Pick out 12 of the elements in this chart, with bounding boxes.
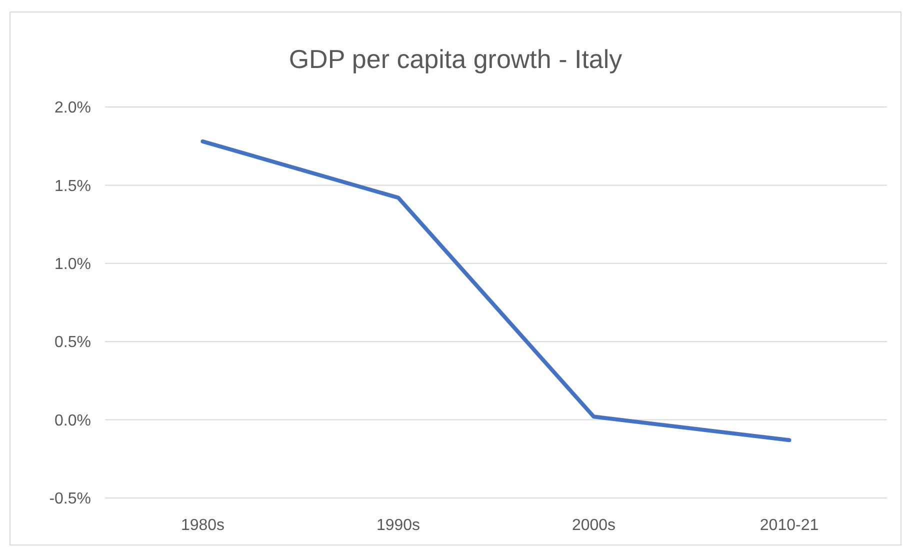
chart-title: GDP per capita growth - Italy xyxy=(288,44,622,74)
y-tick-label: 1.0% xyxy=(54,256,91,273)
line-series xyxy=(200,139,792,442)
x-tick-label: 1980s xyxy=(180,517,225,534)
x-tick-label: 1990s xyxy=(376,517,420,534)
y-tick-label: -0.5% xyxy=(49,490,91,508)
y-tick-label: 0.0% xyxy=(54,412,91,430)
x-tick-label: 2000s xyxy=(572,517,616,534)
x-tick-label: 2010-21 xyxy=(760,517,819,534)
y-tick-label: 0.5% xyxy=(54,334,91,352)
y-tick-label: 2.0% xyxy=(54,100,91,117)
y-tick-label: 1.5% xyxy=(54,178,91,195)
